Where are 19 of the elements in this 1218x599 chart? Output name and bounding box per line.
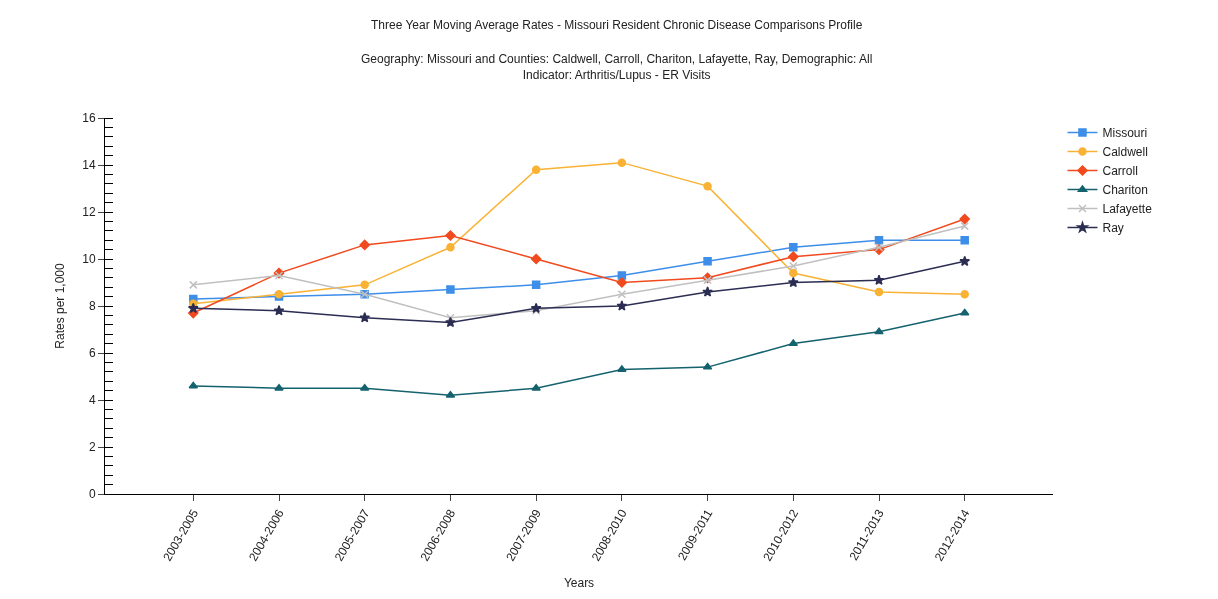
y-tick-label: 12 [82, 205, 96, 220]
legend-label: Carroll [1102, 164, 1138, 179]
legend-label: Lafayette [1102, 202, 1153, 217]
legend-label: Missouri [1102, 126, 1148, 141]
legend-label: Caldwell [1102, 145, 1148, 160]
chart-title: Three Year Moving Average Rates - Missouri Resident Chronic Disease Comparisons Profile [371, 18, 863, 32]
y-tick-label: 0 [88, 487, 96, 502]
legend-label: Ray [1102, 221, 1124, 236]
y-tick-label: 8 [88, 299, 96, 314]
y-tick-label: 10 [82, 252, 96, 267]
y-tick-label: 14 [82, 158, 96, 173]
y-tick-label: 4 [88, 393, 96, 408]
y-axis-title: Rates per 1,000 [52, 262, 67, 349]
x-axis-title: Years [563, 575, 595, 590]
legend-label: Chariton [1102, 183, 1148, 198]
y-tick-label: 2 [88, 440, 96, 455]
chart-subtitle: Geography: Missouri and Counties: Caldwell, Carroll, Chariton, Lafayette, Ray, Demographic: All Indicator: Arthritis/Lupus - ER Visits [361, 52, 873, 82]
y-tick-label: 16 [82, 111, 96, 126]
y-tick-label: 6 [88, 346, 96, 361]
